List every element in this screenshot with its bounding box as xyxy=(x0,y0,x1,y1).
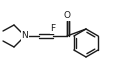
Text: O: O xyxy=(64,11,71,20)
Text: N: N xyxy=(22,32,28,40)
Text: F: F xyxy=(50,24,56,33)
